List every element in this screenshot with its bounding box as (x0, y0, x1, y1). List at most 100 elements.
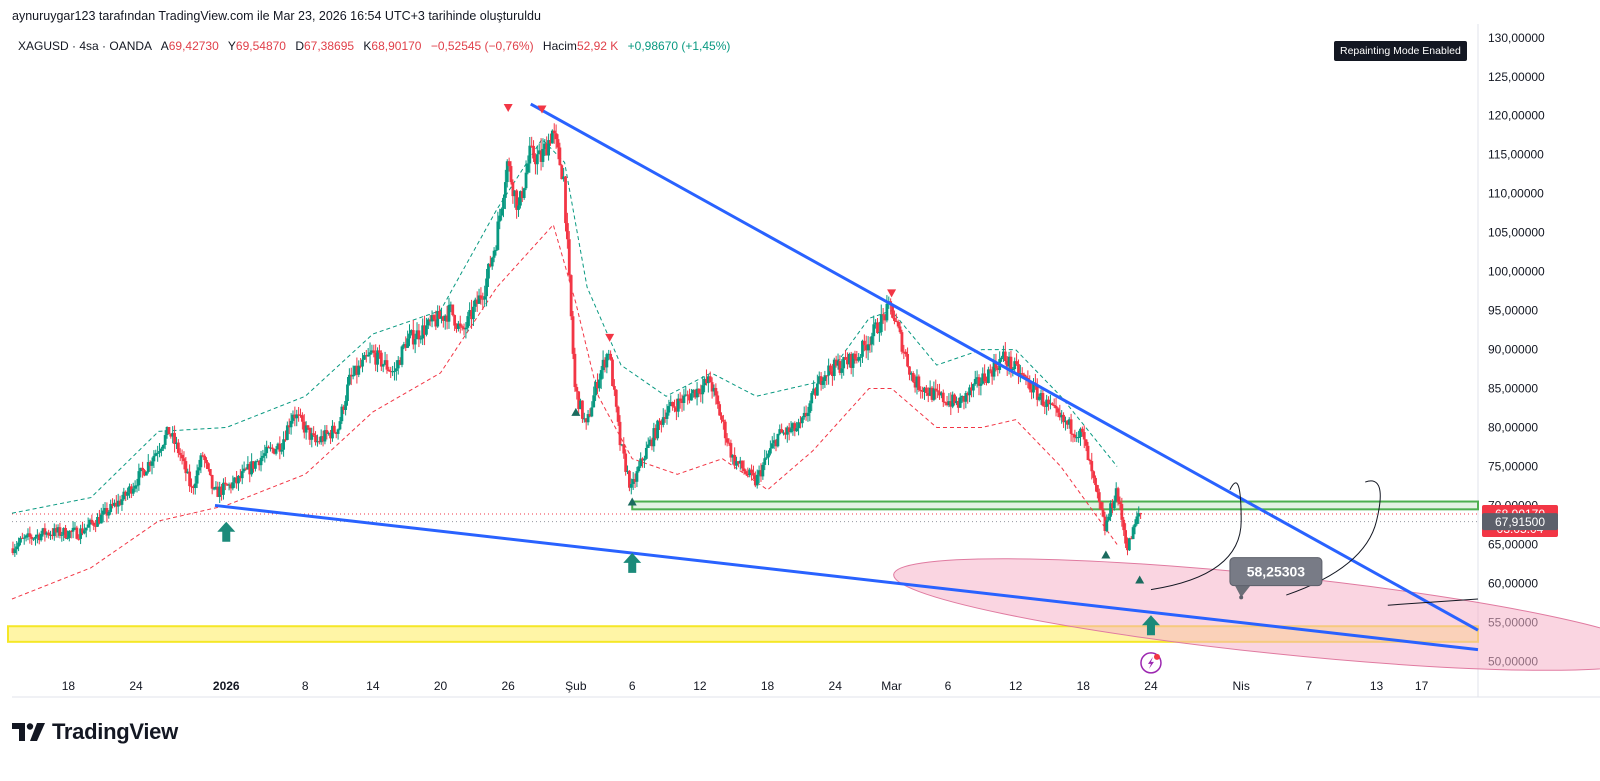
candle-body (710, 382, 714, 392)
candle-body (368, 352, 372, 355)
candle-body (750, 469, 753, 473)
candle-body (1094, 477, 1097, 486)
candle-body (426, 319, 430, 326)
candle-body (567, 239, 571, 276)
candle-body (949, 401, 953, 407)
tradingview-logo[interactable]: TradingView (12, 719, 178, 745)
candle-body (261, 455, 265, 458)
candle-body (757, 470, 761, 475)
candle-body (208, 469, 212, 475)
candle-body (158, 451, 161, 453)
candle-body (316, 441, 319, 443)
candle-body (421, 325, 425, 339)
symbol-label[interactable]: XAGUSD · 4sa · OANDA (18, 39, 153, 53)
x-tick-label: 18 (62, 679, 76, 693)
candle-body (924, 387, 928, 393)
candle-body (331, 425, 334, 439)
candle-body (267, 446, 270, 448)
candle-body (597, 379, 601, 389)
candle-body (1056, 408, 1060, 413)
candle-body (678, 398, 682, 401)
candle-body (197, 467, 201, 471)
candle-body (650, 439, 654, 447)
candle-body (34, 536, 37, 539)
candle-body (103, 508, 107, 511)
candle-body (586, 414, 590, 423)
y-tick-label: 95,00000 (1488, 304, 1538, 318)
candle-body (656, 420, 660, 439)
candle-body (639, 458, 643, 467)
candle-body (909, 373, 913, 375)
candle-body (419, 338, 423, 340)
candle-body (746, 473, 750, 476)
candle-body (191, 486, 195, 488)
candle-body (90, 519, 94, 523)
y-tick-label: 100,00000 (1488, 265, 1545, 279)
candle-body (718, 404, 722, 416)
candle-body (45, 532, 49, 535)
candle-body (609, 353, 613, 360)
tradingview-wordmark: TradingView (52, 719, 178, 744)
candle-body (1082, 432, 1086, 440)
candle-body (39, 533, 43, 541)
candle-body (293, 414, 297, 419)
candle-body (276, 443, 280, 450)
candle-body (152, 455, 156, 462)
candle-body (731, 455, 735, 458)
projection-tick (1387, 598, 1479, 606)
candle-body (37, 534, 41, 541)
candle-body (1000, 357, 1003, 360)
x-tick-label: 24 (1144, 679, 1158, 693)
price-chart[interactable]: 50,0000055,0000060,0000065,0000070,00000… (0, 0, 1600, 705)
candle-body (69, 531, 73, 533)
candle-body (941, 392, 945, 403)
lightning-icon (1147, 656, 1154, 669)
candle-body (806, 412, 810, 417)
candle-body (532, 145, 535, 159)
candle-body (541, 148, 545, 162)
candle-body (24, 535, 28, 538)
up-arrow-icon (217, 521, 236, 542)
x-tick-label: Mar (881, 679, 902, 693)
candle-body (659, 421, 663, 425)
x-tick-label: Şub (565, 679, 587, 693)
candle-body (539, 150, 543, 162)
candle-body (834, 359, 838, 366)
y-tick-label: 130,00000 (1488, 31, 1545, 45)
candle-body (690, 393, 693, 401)
candle-body (470, 310, 473, 320)
candle-body (468, 310, 472, 317)
candle-body (669, 401, 673, 407)
candle-body (449, 304, 453, 306)
candle-body (577, 391, 581, 410)
candle-body (940, 392, 943, 396)
volume-value: 52,92 K (576, 39, 619, 53)
candle-body (1065, 420, 1069, 425)
candle-body (556, 139, 560, 148)
candle-body (116, 500, 120, 507)
y-tick-label: 60,00000 (1488, 576, 1538, 590)
candle-body (1126, 543, 1129, 551)
candle-body (721, 419, 725, 422)
candle-body (455, 325, 458, 329)
candle-body (404, 344, 408, 348)
candle-body (199, 455, 203, 468)
candle-body (148, 462, 152, 466)
candle-body (955, 401, 958, 404)
candle-body (712, 387, 716, 392)
candle-body (120, 499, 124, 505)
candle-body (565, 223, 569, 240)
candle-body (594, 382, 597, 396)
candle-body (906, 354, 909, 367)
candle-body (703, 378, 706, 386)
candle-body (791, 423, 795, 429)
candle-body (517, 205, 520, 210)
candle-body (680, 400, 684, 404)
candle-body (618, 421, 622, 446)
candle-body (1030, 389, 1034, 393)
candle-body (799, 422, 802, 424)
candle-body (763, 458, 767, 465)
candle-body (673, 406, 676, 408)
candle-body (928, 387, 932, 396)
candle-body (697, 388, 701, 394)
